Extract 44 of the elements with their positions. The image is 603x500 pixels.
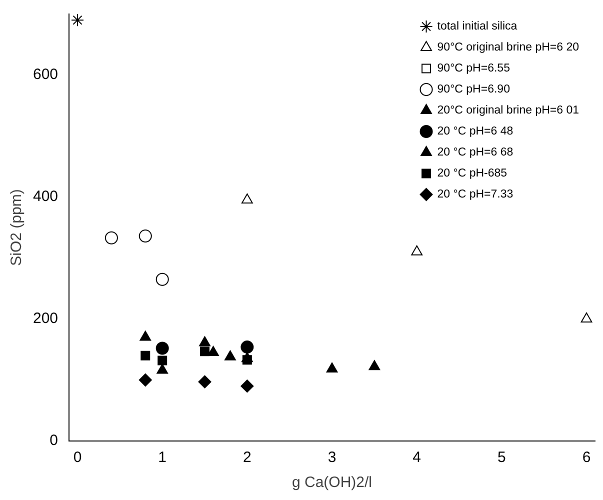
point (580, 312, 592, 322)
point (138, 374, 152, 386)
point (240, 340, 254, 354)
x-tick-label: 5 (498, 449, 506, 466)
point (140, 330, 152, 341)
y-tick-label: 600 (32, 66, 58, 84)
point (200, 346, 210, 356)
x-tick-label: 0 (73, 449, 82, 466)
x-tick-label: 2 (243, 449, 252, 466)
point (368, 360, 380, 370)
x-tick-label: 3 (328, 449, 336, 466)
x-tick-label: 1 (158, 449, 167, 466)
point (198, 375, 212, 388)
legend-label: 20 °C pH=6 48 (437, 126, 514, 138)
y-tick-label: 200 (32, 310, 58, 328)
legend-label: total initial silica (437, 20, 518, 33)
point (241, 352, 253, 362)
point (156, 342, 169, 355)
legend-label: 90°C pH=6.55 (437, 62, 510, 75)
point (158, 356, 168, 366)
point (199, 336, 210, 346)
point (411, 245, 423, 256)
point (240, 380, 254, 393)
point (326, 362, 338, 373)
legend-label: 20 °C pH-685 (437, 168, 508, 180)
legend-label: 90°C original brine pH=6 20 (437, 42, 580, 54)
point (140, 350, 150, 360)
point (224, 350, 236, 360)
x-axis-title: g Ca(OH)2/l (292, 474, 372, 492)
point (156, 272, 169, 286)
legend-label: 90°C pH=6.90 (437, 84, 510, 96)
y-tick-label: 0 (50, 432, 58, 450)
legend-label: 20°C original brine pH=6 01 (437, 104, 580, 117)
y-axis-title: SiO2 (ppm) (8, 189, 26, 266)
x-tick-label: 4 (412, 449, 422, 466)
point (138, 230, 152, 243)
point (71, 14, 84, 27)
point (241, 194, 253, 204)
legend-label: 20 °C pH=6 68 (437, 146, 514, 159)
point (104, 231, 118, 244)
legend-label: 20 °C pH=7.33 (437, 188, 514, 201)
y-tick-label: 400 (32, 188, 58, 206)
x-tick-label: 6 (582, 449, 591, 466)
point (156, 364, 168, 374)
